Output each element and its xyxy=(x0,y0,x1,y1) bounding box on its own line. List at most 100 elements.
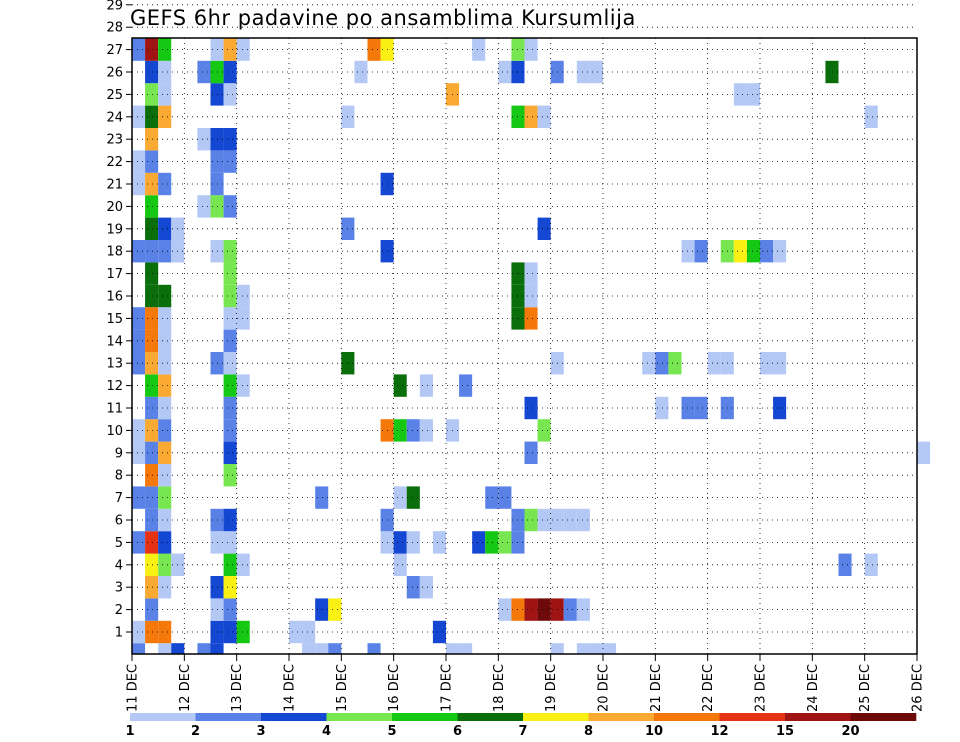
x-tick-label: 26 DEC xyxy=(911,664,926,712)
heatmap-cell xyxy=(825,60,839,84)
colorbar-label: 20 xyxy=(841,724,859,739)
heatmap-cell xyxy=(158,486,172,509)
heatmap-cell xyxy=(145,128,159,151)
heatmap-cell xyxy=(537,508,551,532)
heatmap-cell xyxy=(760,352,774,375)
heatmap-cell xyxy=(223,374,237,397)
heatmap-cell xyxy=(524,262,538,285)
heatmap-cell xyxy=(145,531,159,554)
colorbar-swatch xyxy=(392,713,458,721)
chart-title: GEFS 6hr padavine po ansamblima Kursumli… xyxy=(130,6,636,30)
heatmap-cell xyxy=(773,240,787,263)
heatmap-cell xyxy=(223,329,237,352)
heatmap-cell xyxy=(145,217,159,240)
heatmap-cell xyxy=(223,598,237,621)
colorbar: 1 2 3 4 5 6 7 8 10 12 15 20 xyxy=(125,713,917,739)
heatmap-cell xyxy=(132,486,146,509)
heatmap-cell xyxy=(158,105,172,128)
heatmap-cell xyxy=(132,531,146,554)
heatmap-cell xyxy=(315,643,329,654)
heatmap-cell xyxy=(132,441,146,464)
heatmap-cell xyxy=(537,419,551,442)
y-tick-label: 18 xyxy=(106,245,123,260)
y-tick-label: 6 xyxy=(115,514,123,529)
y-tick-label: 17 xyxy=(106,267,123,282)
heatmap-cell xyxy=(773,396,787,420)
heatmap-cell xyxy=(432,620,446,644)
heatmap-cell xyxy=(328,598,342,621)
colorbar-swatch xyxy=(195,713,262,721)
heatmap-cell xyxy=(158,576,172,599)
colorbar-swatch xyxy=(588,713,655,721)
heatmap-cell xyxy=(132,620,146,644)
heatmap-cell xyxy=(302,643,316,654)
heatmap-cell xyxy=(223,262,237,285)
x-tick-label: 11 DEC xyxy=(126,664,141,712)
heatmap-cell xyxy=(419,419,433,442)
heatmap-cell xyxy=(132,352,146,375)
heatmap-cell xyxy=(223,150,237,173)
x-tick-label: 20 DEC xyxy=(597,664,612,712)
y-tick-label: 20 xyxy=(106,200,123,215)
heatmap-cell xyxy=(145,486,159,509)
heatmap-cell xyxy=(498,60,512,84)
y-tick-label: 11 xyxy=(106,402,123,417)
heatmap-cell xyxy=(681,396,695,420)
heatmap-cell xyxy=(419,374,433,397)
heatmap-cell xyxy=(485,486,499,509)
colorbar-label: 8 xyxy=(584,724,593,739)
heatmap-cell xyxy=(132,307,146,330)
heatmap-cell xyxy=(537,105,551,128)
heatmap-cell xyxy=(223,531,237,554)
x-axis: 11 DEC 12 DEC 13 DEC 14 DEC 15 DEC 16 DEC 17 D… xyxy=(126,654,926,712)
heatmap-cell xyxy=(223,464,237,487)
heatmap-cell xyxy=(393,531,407,554)
heatmap-cell xyxy=(145,374,159,397)
x-tick-label: 17 DEC xyxy=(440,664,455,712)
y-tick-label: 21 xyxy=(106,178,123,193)
heatmap-cell xyxy=(576,508,590,532)
colorbar-swatch xyxy=(850,713,917,721)
heatmap-cell xyxy=(145,262,159,285)
y-tick-label: 22 xyxy=(106,155,123,170)
heatmap-cell xyxy=(223,419,237,442)
colorbar-label: 7 xyxy=(518,724,527,739)
heatmap-cell xyxy=(459,643,473,654)
y-tick-label: 4 xyxy=(115,558,123,573)
heatmap-cell xyxy=(145,329,159,352)
heatmap-cell xyxy=(236,307,250,330)
heatmap-cell xyxy=(223,620,237,644)
heatmap-cell xyxy=(197,128,211,151)
y-tick-label: 29 xyxy=(106,0,123,13)
heatmap-cell xyxy=(694,396,708,420)
y-tick-label: 26 xyxy=(106,66,123,81)
heatmap-cell xyxy=(524,38,538,61)
y-tick-label: 25 xyxy=(106,88,123,103)
heatmap-cell xyxy=(158,307,172,330)
heatmap-cell xyxy=(158,508,172,532)
heatmap-cell xyxy=(733,240,747,263)
heatmap-cell xyxy=(406,419,420,442)
heatmap-cell xyxy=(524,441,538,464)
heatmap-cell xyxy=(158,441,172,464)
heatmap-cell xyxy=(432,531,446,554)
heatmap-cell xyxy=(393,419,407,442)
x-tick-label: 23 DEC xyxy=(754,664,769,712)
heatmap-cell xyxy=(223,441,237,464)
heatmap-cell xyxy=(406,531,420,554)
heatmap-cell xyxy=(393,486,407,509)
heatmap-cell xyxy=(132,419,146,442)
heatmap-cell xyxy=(550,643,564,654)
colorbar-swatch xyxy=(719,713,786,721)
heatmap-cell xyxy=(223,195,237,218)
heatmap-cell xyxy=(158,38,172,61)
heatmap-cell xyxy=(197,60,211,84)
heatmap-cell xyxy=(524,598,538,621)
heatmap-cell xyxy=(563,598,577,621)
x-tick-label: 16 DEC xyxy=(387,664,402,712)
x-tick-label: 18 DEC xyxy=(492,664,507,712)
heatmap-cell xyxy=(145,352,159,375)
colorbar-label: 10 xyxy=(645,724,663,739)
y-tick-label: 3 xyxy=(115,581,123,596)
